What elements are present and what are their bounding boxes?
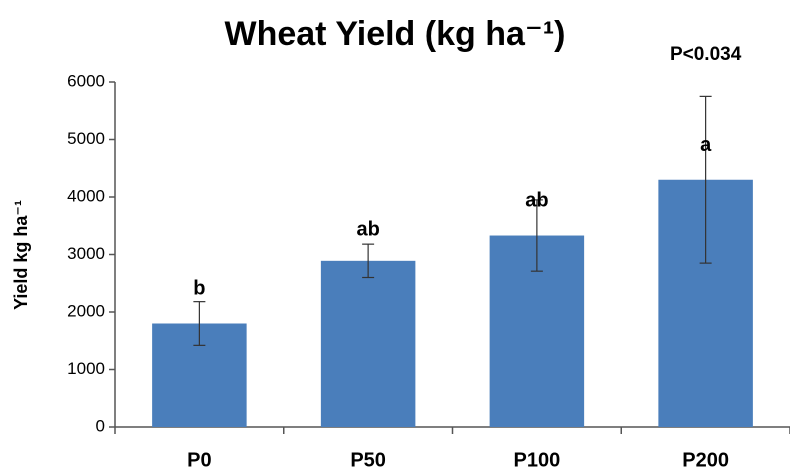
- y-tick-label: 2000: [67, 301, 105, 320]
- y-tick-label: 4000: [67, 186, 105, 205]
- x-tick-label: P200: [682, 449, 729, 471]
- y-tick-label: 3000: [67, 244, 105, 263]
- y-axis-label: Yield kg ha⁻¹: [11, 200, 31, 310]
- y-tick-label: 1000: [67, 359, 105, 378]
- significance-letter: ab: [525, 190, 548, 212]
- y-tick-label: 5000: [67, 129, 105, 148]
- x-tick-label: P50: [350, 449, 386, 471]
- significance-letter: ab: [356, 218, 379, 240]
- significance-letter: a: [700, 134, 712, 156]
- significance-letter: b: [193, 278, 205, 300]
- bar: [320, 260, 416, 427]
- y-tick-label: 0: [96, 416, 105, 435]
- x-tick-label: P100: [514, 449, 561, 471]
- x-tick-label: P0: [187, 449, 211, 471]
- annotation: P<0.034: [670, 44, 742, 65]
- y-tick-label: 6000: [67, 71, 105, 90]
- chart-title: Wheat Yield (kg ha⁻¹): [225, 15, 566, 53]
